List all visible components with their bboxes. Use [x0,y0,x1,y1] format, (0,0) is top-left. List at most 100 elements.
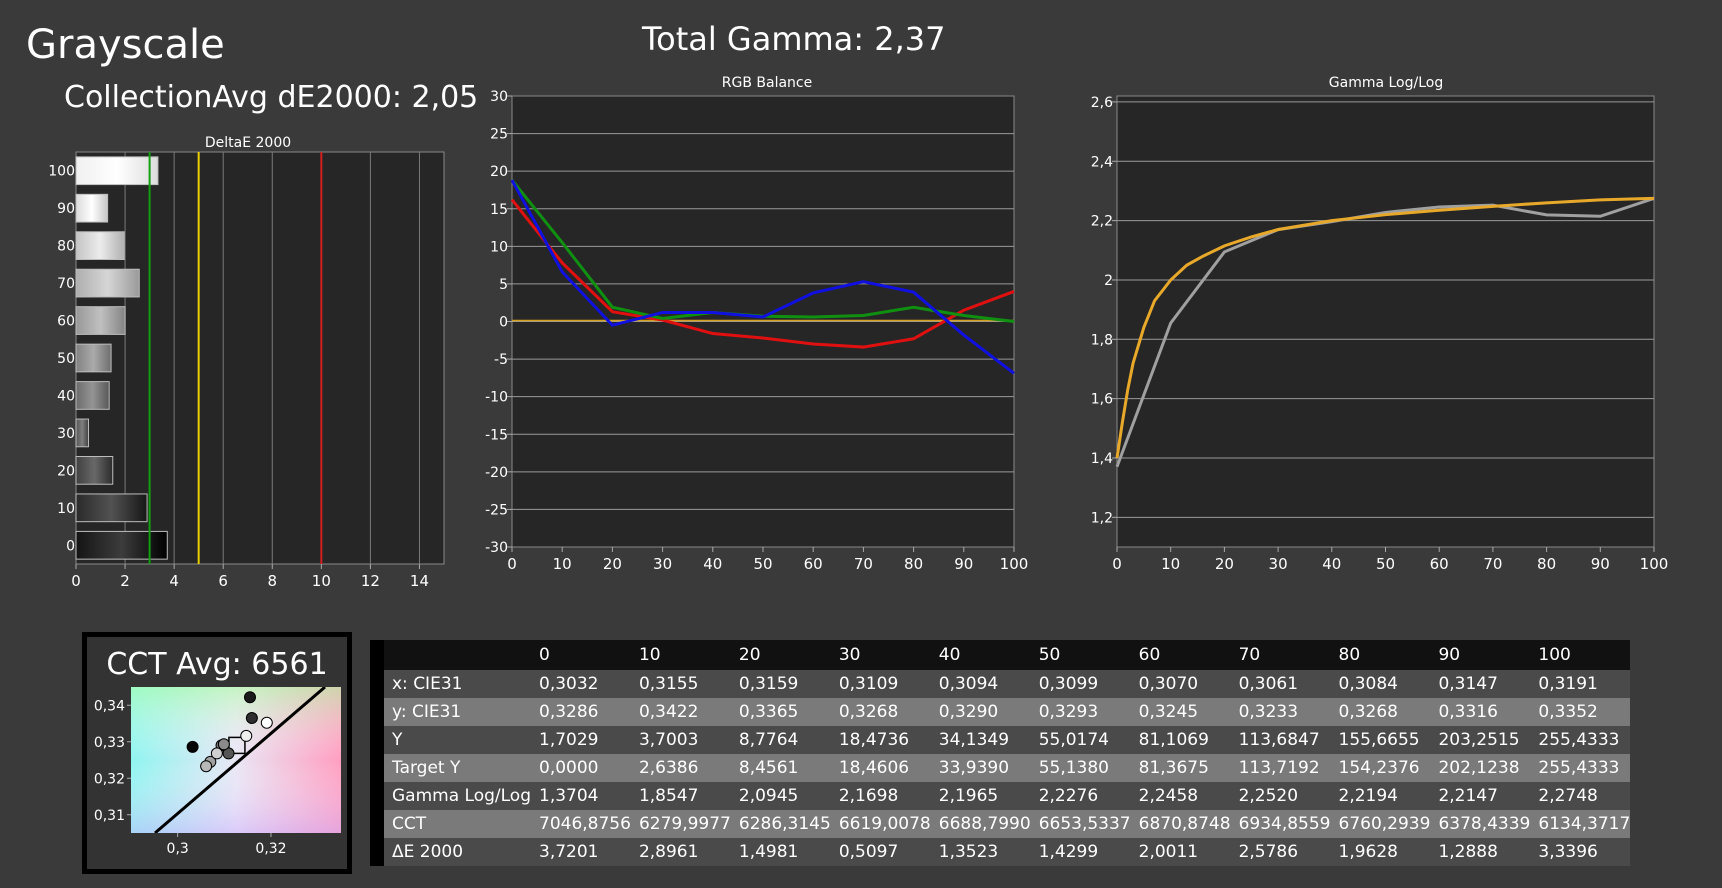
x-tick-label: 90 [954,555,973,573]
cct-chromaticity-chart: 0,34 0,33 0,32 0,31 0,3 0,32 [94,687,341,857]
table-cell: 113,7192 [1230,754,1331,782]
table-cell: 255,4333 [1530,754,1631,782]
gamma-series-gamma_measured [1115,197,1655,468]
table-cell: 1,7029 [531,726,631,754]
table-cell: 2,2276 [1030,782,1131,810]
table-header-cell: 100 [1530,640,1631,670]
total-gamma-label: Total Gamma: 2,37 [642,20,946,58]
table-cell: 2,1698 [830,782,931,810]
table-cell: 1,3523 [930,838,1031,866]
y-tick-label: 30 [490,89,508,105]
deltae-category-label: 50 [57,351,75,367]
table-row-label: Gamma Log/Log [384,782,531,810]
y-tick-label: 20 [490,164,508,180]
table-row: Gamma Log/Log 1,3704 1,8547 2,0945 2,1698 2,1… [370,782,1631,810]
table-cell: 2,2147 [1430,782,1531,810]
table-cell: 0,3159 [730,670,831,698]
deltae-bar-80 [75,231,125,260]
table-cell: 6378,4339 [1430,810,1531,838]
table-cell: 0,3084 [1330,670,1431,698]
deltae-x-tick-label: 12 [361,572,380,590]
table-cell: 202,1238 [1430,754,1531,782]
table-cell: 1,4299 [1030,838,1131,866]
y-tick-label: 1,2 [1091,510,1113,526]
table-row: CCT 7046,8756 6279,9977 6286,3145 6619,0078 6… [370,810,1631,838]
table-cell: 0,3245 [1130,698,1231,726]
x-tick-label: 0 [507,555,517,573]
x-tick-label: 70 [854,555,873,573]
y-tick-label: 1,4 [1091,451,1113,467]
table-cell: 81,1069 [1130,726,1231,754]
table-cell: 2,2194 [1330,782,1431,810]
table-cell: 0,3365 [730,698,831,726]
cct-x-tick-label: 0,32 [255,841,286,857]
table-cell: 0,3352 [1530,698,1631,726]
deltae-bar-20 [75,456,114,485]
table-cell: 0,3032 [531,670,631,698]
table-cell: 55,0174 [1030,726,1131,754]
table-cell: 8,4561 [730,754,831,782]
x-tick-label: 30 [653,555,672,573]
y-tick-label: 1,6 [1091,392,1113,408]
x-tick-label: 60 [1430,555,1449,573]
y-tick-label: -25 [485,502,508,518]
table-cell: 6286,3145 [730,810,831,838]
table-cell: 6279,9977 [630,810,731,838]
table-row: x: CIE31 0,3032 0,3155 0,3159 0,3109 0,3094 0,… [370,670,1631,698]
deltae-bar-30 [75,418,90,448]
x-tick-label: 40 [703,555,722,573]
measurement-table: 0 10 20 30 40 50 60 70 80 90 100 x: CIE31 0,3032 0,31… [370,640,1631,866]
table-header-cell: 30 [830,640,931,670]
deltae-category-label: 20 [57,463,75,479]
y-tick-label: 1,8 [1091,332,1113,348]
table-cell: 2,8961 [630,838,731,866]
cct-x-tick-label: 0,3 [167,841,189,857]
cct-point [200,760,213,773]
deltae-category-label: 40 [57,388,75,404]
table-cell: 203,2515 [1430,726,1531,754]
table-cell: 0,3268 [830,698,931,726]
table-header-cell: 50 [1030,640,1131,670]
table-gutter [370,810,384,838]
x-tick-label: 0 [1112,555,1122,573]
x-tick-label: 50 [753,555,772,573]
y-tick-label: 2,6 [1091,95,1113,111]
table-cell: 0,3286 [531,698,631,726]
table-header-cell: 0 [531,640,631,670]
deltae-category-label: 60 [57,314,75,330]
table-cell: 1,4981 [730,838,831,866]
table-cell: 0,3293 [1030,698,1131,726]
table-cell: 1,8547 [630,782,731,810]
table-cell: 0,3191 [1530,670,1631,698]
table-cell: 0,3147 [1430,670,1531,698]
table-cell: 2,6386 [630,754,731,782]
table-cell: 8,7764 [730,726,831,754]
table-row-label: Y [384,726,531,754]
table-cell: 6653,5337 [1030,810,1131,838]
table-cell: 3,3396 [1530,838,1631,866]
deltae-x-tick-label: 0 [71,572,81,590]
table-header-cell: 70 [1230,640,1331,670]
table-row-label: x: CIE31 [384,670,531,698]
table-cell: 154,2376 [1330,754,1431,782]
gamma-series-gamma_target [1115,196,1655,459]
cct-y-tick-label: 0,31 [94,808,125,824]
table-header-cell: 20 [730,640,831,670]
table-cell: 81,3675 [1130,754,1231,782]
table-cell: 255,4333 [1530,726,1631,754]
y-tick-label: -5 [494,352,508,368]
table-cell: 0,3094 [930,670,1031,698]
page-title: Grayscale [26,22,225,68]
table-cell: 0,5097 [830,838,931,866]
table-cell: 0,3268 [1330,698,1431,726]
y-tick-label: 0 [499,315,508,331]
table-header-cell [384,640,531,670]
table-row-label: ΔE 2000 [384,838,531,866]
table-cell: 6870,8748 [1130,810,1231,838]
deltae-chart: DeltaE 2000 0 10 20 30 40 50 60 70 80 90 100 0 2 4 6 8 1… [48,135,445,590]
table-cell: 3,7003 [630,726,731,754]
table-row: ΔE 2000 3,7201 2,8961 1,4981 0,5097 1,3523 1,4… [370,838,1631,866]
table-cell: 0,3233 [1230,698,1331,726]
x-tick-label: 40 [1322,555,1341,573]
deltae-x-tick-label: 4 [169,572,179,590]
